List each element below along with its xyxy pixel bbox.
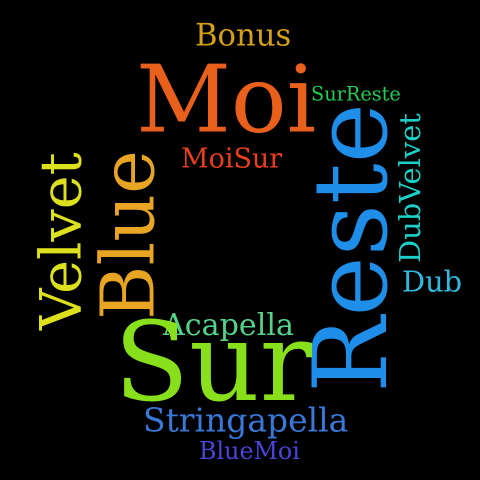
word-dubvelvet: DubVelvet — [393, 113, 427, 263]
word-moi: Moi — [136, 45, 317, 154]
word-velvet: Velvet — [27, 152, 95, 330]
word-acapella: Acapella — [163, 308, 294, 343]
word-bonus: Bonus — [195, 18, 292, 54]
word-moisur: MoiSur — [181, 143, 283, 175]
word-surreste: SurReste — [311, 82, 401, 106]
word-blue: Blue — [85, 150, 172, 320]
word-bluemoi: BlueMoi — [199, 437, 300, 465]
word-stringapella: Stringapella — [143, 400, 349, 440]
word-dub: Dub — [402, 264, 463, 299]
word-sur: Sur — [114, 298, 313, 426]
word-reste: Reste — [292, 103, 410, 393]
